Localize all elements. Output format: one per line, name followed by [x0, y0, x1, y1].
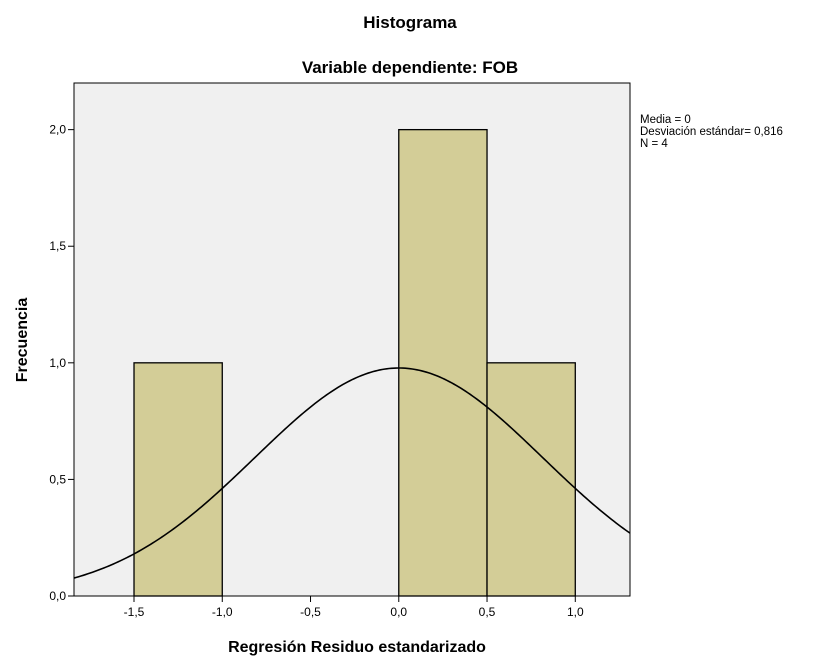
normal-curve — [73, 367, 631, 579]
y-tick-label: 0,0 — [49, 589, 66, 603]
stats-box: Media = 0 Desviación estándar= 0,816 N =… — [640, 114, 783, 150]
x-tick-label: -0,5 — [300, 605, 321, 619]
stats-n: N = 4 — [640, 138, 668, 150]
histogram-bar-0 — [133, 362, 223, 597]
y-axis-title: Frecuencia — [14, 298, 31, 383]
y-tick-label: 0,5 — [49, 472, 66, 486]
stats-mean: Media = 0 — [640, 114, 691, 126]
y-tick-label: 1,0 — [49, 356, 66, 370]
x-tick-label: 0,5 — [479, 605, 496, 619]
x-tick-label: 0,0 — [390, 605, 407, 619]
chart-subtitle: Variable dependiente: FOB — [302, 58, 518, 77]
y-tick-label: 2,0 — [49, 123, 66, 137]
x-tick-label: 1,0 — [567, 605, 584, 619]
stats-std-dev: Desviación estándar= 0,816 — [640, 126, 783, 138]
histogram-bar-3 — [398, 128, 488, 597]
bars-group — [133, 128, 576, 597]
x-axis-title: Regresión Residuo estandarizado — [228, 639, 486, 656]
chart-title: Histograma — [363, 13, 457, 32]
x-tick-label: -1,5 — [124, 605, 145, 619]
x-tick-label: -1,0 — [212, 605, 233, 619]
histogram-bar-4 — [486, 362, 576, 597]
y-tick-label: 1,5 — [49, 239, 66, 253]
y-axis: 0,0 0,5 1,0 1,5 2,0 — [49, 123, 74, 603]
x-axis: -1,5 -1,0 -0,5 0,0 0,5 1,0 — [124, 596, 584, 619]
